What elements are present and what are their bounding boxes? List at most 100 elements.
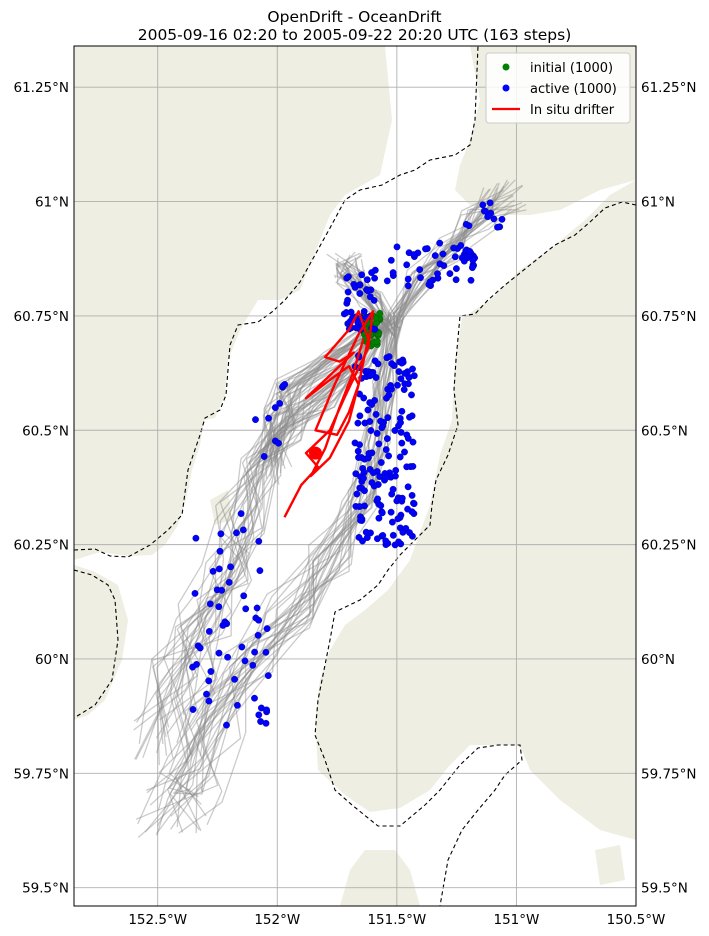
boundary-southwest [74,569,119,719]
active-particle [436,260,444,268]
active-particle [460,257,468,265]
trajectory-line [135,313,380,760]
active-particle [209,567,217,575]
active-particle [218,586,226,594]
trajectory-line [199,316,383,757]
active-particle [410,251,418,259]
active-particle [377,417,384,425]
active-particle [216,547,224,555]
active-particle [417,274,424,281]
active-particle [354,447,362,455]
trajectory-line [137,314,403,825]
trajectory-line [169,327,390,764]
active-particle [376,473,384,480]
active-particle [207,668,215,675]
active-particle [399,528,407,536]
active-particle [375,514,383,522]
active-particle [253,604,261,612]
lon-tick-label-0: 152.5°W [128,912,187,928]
drifter-end-marker [309,446,322,460]
active-particle [393,243,401,251]
lat-tick-label-right-3: 60.25°N [641,538,697,554]
lat-tick-label-right-2: 60°N [641,652,675,668]
active-particle [383,435,391,442]
active-particle [263,625,271,632]
lat-tick-label-right-1: 59.75°N [641,766,697,782]
southwest-land [74,565,128,720]
active-particle [398,494,406,502]
trajectory-line [276,328,383,463]
active-particle [353,490,361,498]
active-particle [377,502,385,509]
active-particle [362,528,370,536]
active-particle [264,672,272,679]
active-particle [276,399,284,407]
trajectory-line [144,318,400,833]
legend-initial-marker [502,63,510,71]
active-particle [219,622,227,629]
active-particle [367,427,375,434]
lat-tick-label-right-0: 59.5°N [641,881,688,897]
lon-tick-label-2: 151.5°W [367,912,426,928]
active-particle [404,505,411,513]
active-particle [378,424,386,432]
active-particle [363,276,371,284]
active-particle [255,711,263,719]
trajectory-line [391,202,523,319]
active-particle [409,365,416,373]
trajectory-line [397,189,504,321]
trajectory-line [178,313,390,834]
active-particle [408,491,416,499]
lon-tick-label-4: 150.5°W [607,912,666,928]
active-particle [358,484,366,492]
active-particle [391,427,399,434]
active-particle [481,207,489,215]
active-particle [364,406,372,414]
active-particle [254,631,262,639]
active-particle [406,413,413,421]
trajectory-line [200,326,401,826]
legend-initial-label: initial (1000) [530,61,613,76]
active-particle [364,287,372,295]
trajectory-line [166,324,391,734]
lat-tick-label-right-4: 60.5°N [641,423,688,439]
active-particle [227,563,235,571]
lat-tick-label-right-5: 60.75°N [641,309,697,325]
title-line-2: 2005-09-16 02:20 to 2005-09-22 20:20 UTC… [138,26,572,44]
lat-tick-label-left-2: 60°N [35,652,69,668]
active-particle [410,372,418,380]
trajectory-line [264,324,384,468]
trajectory-line [156,316,390,745]
active-particle [378,509,386,517]
active-particle [189,663,197,671]
active-particle [260,453,268,460]
active-particle [215,603,223,611]
trajectory-line [142,319,392,758]
trajectory-line [168,318,389,798]
in-situ-drifter [283,310,375,518]
trajectory-line [135,319,402,820]
active-particle [404,282,412,290]
active-particle [382,537,390,545]
trajectory-line [264,330,379,467]
island-1 [210,490,232,525]
trajectory-line [388,187,485,324]
active-particle [403,261,411,269]
active-particle [394,381,401,389]
active-particle [466,247,474,255]
trajectory-line [134,325,382,760]
trajectory-line [146,317,399,794]
island-2 [595,845,625,885]
active-particle [457,242,465,249]
trajectory-line [272,329,384,468]
active-particle [372,410,380,418]
trajectory-line [354,260,396,336]
active-particle [256,567,264,574]
trajectory-line [159,316,378,721]
active-particle [255,537,263,545]
lat-tick-label-left-3: 60.25°N [14,538,70,554]
legend-active-marker [502,84,510,92]
trajectory-line [176,313,394,795]
trajectory-line [170,315,399,817]
